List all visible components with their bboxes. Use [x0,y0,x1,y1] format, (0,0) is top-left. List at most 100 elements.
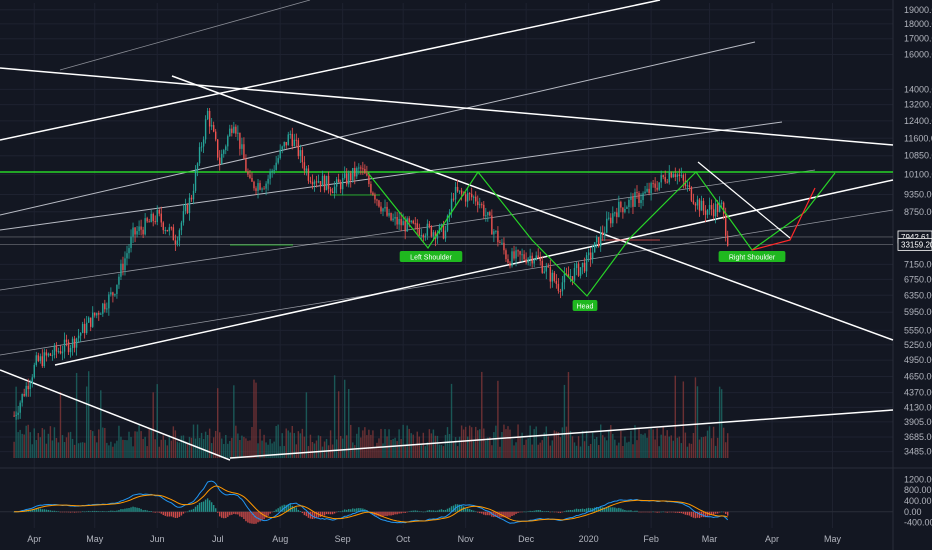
macd-histogram-bar [448,507,451,512]
volume-bar [136,431,138,458]
macd-histogram-bar [430,510,433,512]
macd-histogram-bar [285,504,287,512]
macd-histogram-bar [710,511,713,515]
volume-bar [29,432,31,458]
macd-histogram-bar [102,511,104,512]
macd-histogram-bar [511,511,513,516]
volume-bar [71,438,74,458]
macd-histogram-bar [501,511,503,518]
candle-body [569,276,572,278]
candle-body [325,175,328,191]
candle-body [269,171,271,179]
volume-bar [315,440,318,458]
candle-body [442,224,445,239]
candle-body [172,227,175,241]
macd-histogram-bar [400,511,402,514]
volume-bar [690,443,693,458]
macd-histogram-bar [418,511,420,512]
candle-body [23,393,25,396]
projection-path [751,187,816,251]
candle-body [350,173,352,181]
volume-bar [545,426,547,458]
candle-body [317,181,320,183]
macd-histogram-bar [354,508,356,512]
volume-bar [650,428,652,458]
macd-histogram-bar [35,508,37,512]
volume-bar [237,433,239,458]
candle-body [676,174,679,177]
candle-body [694,203,697,206]
macd-histogram-bar [33,508,35,512]
macd-histogram-bar [194,506,197,512]
volume-bar [156,384,158,458]
candle-body [670,172,672,178]
macd-histogram-bar [559,511,562,513]
macd-histogram-bar [495,511,497,518]
candle-body [374,194,376,200]
volume-bar [202,438,205,458]
macd-histogram-bar [327,511,330,515]
macd-histogram-bar [412,510,414,512]
candle-body [223,150,225,154]
macd-histogram-bar [386,511,388,516]
trendline [54,179,894,366]
macd-histogram-bar [533,510,535,512]
macd-histogram-bar [289,504,291,512]
volume-bar [632,444,634,458]
candle-body [386,206,388,216]
macd-histogram-bar [577,509,580,512]
volume-bar [636,440,638,458]
volume-bar [214,430,217,458]
macd-histogram-bar [362,508,364,512]
macd-histogram-bar [676,511,679,513]
candle-body [549,266,552,282]
x-tick-label: Jul [212,534,224,544]
volume-bar [551,440,554,458]
macd-histogram-bar [41,509,44,512]
macd-histogram-bar [37,508,40,512]
macd-histogram-bar [150,511,152,512]
candle-body [370,184,372,193]
volume-bar [313,443,316,458]
macd-histogram-bar [398,511,400,514]
macd-histogram-bar [650,511,652,513]
macd-histogram-bar [565,510,568,512]
macd-histogram-bar [503,511,505,518]
macd-histogram-bar [51,510,54,512]
volume-bar [541,440,543,458]
y-tick-label: 10850.00 [904,151,932,161]
y-tick-label: 4370.00 [904,388,932,398]
candle-body [176,240,179,245]
candle-body [43,352,46,367]
macd-histogram-bar [144,509,146,512]
volume-bar [442,446,445,458]
volume-bar [108,445,110,458]
macd-histogram-bar [323,511,326,516]
macd-histogram-bar [604,507,606,512]
candle-body [414,223,416,225]
macd-histogram-bar [680,511,683,514]
candle-body [543,271,545,273]
volume-bar [239,439,241,458]
candle-body [388,212,390,216]
candle-body [577,263,580,276]
volume-bar [376,442,378,458]
candle-body [602,232,604,236]
candle-body [680,175,683,177]
volume-bar [323,441,326,458]
volume-bar [346,435,348,458]
candle-body [527,258,529,263]
volume-bar [208,428,211,458]
volume-bar [656,428,658,458]
volume-bar [255,382,257,458]
candle-body [174,240,177,245]
candle-body [33,364,35,378]
macd-histogram-bar [13,511,15,513]
volume-bar [620,430,622,458]
candle-body [436,233,439,239]
macd-histogram-bar [378,511,380,517]
macd-histogram-bar [694,511,697,519]
